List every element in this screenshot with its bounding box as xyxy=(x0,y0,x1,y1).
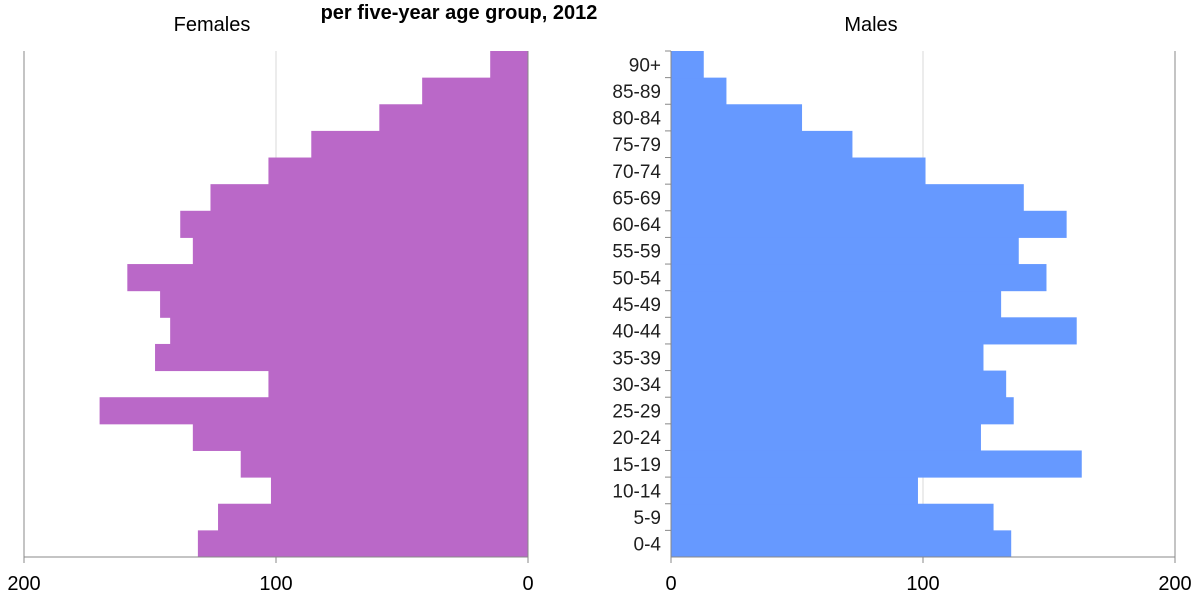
age-group-label: 65-69 xyxy=(612,188,661,209)
female-bar-20-24 xyxy=(192,423,528,451)
age-group-label: 25-29 xyxy=(612,402,661,423)
female-bar-55-59 xyxy=(192,237,528,265)
male-x-tick-label: 100 xyxy=(906,573,939,592)
age-group-label: 45-49 xyxy=(612,295,661,316)
male-bar-0-4 xyxy=(671,530,1012,558)
female-x-tick-label: 200 xyxy=(7,573,40,592)
female-bar-15-19 xyxy=(240,450,528,478)
age-group-label: 60-64 xyxy=(612,215,661,236)
age-group-label: 80-84 xyxy=(612,109,661,130)
females-panel-label: Females xyxy=(174,14,251,36)
male-bar-20-24 xyxy=(671,423,981,451)
male-bar-40-44 xyxy=(671,317,1077,345)
female-bar-10-14 xyxy=(270,477,528,505)
female-x-tick-label: 100 xyxy=(259,573,292,592)
male-bar-45-49 xyxy=(671,290,1002,318)
male-bar-65-69 xyxy=(671,184,1024,212)
age-group-label: 55-59 xyxy=(612,242,661,263)
male-bar-25-29 xyxy=(671,397,1014,425)
female-bar-25-29 xyxy=(99,397,528,425)
female-x-tick-label: 0 xyxy=(522,573,533,592)
age-group-label: 35-39 xyxy=(612,348,661,369)
age-group-label: 0-4 xyxy=(634,535,662,556)
age-group-label: 5-9 xyxy=(634,508,661,529)
female-bar-50-54 xyxy=(127,264,528,292)
age-group-label: 20-24 xyxy=(612,428,661,449)
female-bar-70-74 xyxy=(268,157,528,185)
female-bar-65-69 xyxy=(210,184,529,212)
age-group-label: 40-44 xyxy=(612,322,661,343)
age-group-label: 50-54 xyxy=(612,268,661,289)
male-bar-10-14 xyxy=(671,477,918,505)
male-bar-60-64 xyxy=(671,210,1067,238)
female-bar-85-89 xyxy=(422,77,528,105)
males-panel-label: Males xyxy=(844,14,897,36)
age-group-label: 30-34 xyxy=(612,375,661,396)
age-group-label: 10-14 xyxy=(612,481,661,502)
age-group-label: 15-19 xyxy=(612,455,661,476)
age-group-label: 85-89 xyxy=(612,82,661,103)
female-bar-40-44 xyxy=(170,317,528,345)
female-bar-35-39 xyxy=(155,343,529,372)
chart-title: per five-year age group, 2012 xyxy=(321,2,598,24)
male-bar-85-89 xyxy=(671,77,727,105)
male-x-tick-label: 200 xyxy=(1158,573,1191,592)
male-bar-70-74 xyxy=(671,157,926,185)
female-bar-80-84 xyxy=(379,104,528,132)
females-panel: 200 100 0 xyxy=(7,51,534,592)
female-bar-0-4 xyxy=(197,530,528,558)
male-bar-30-34 xyxy=(671,370,1007,398)
female-bar-30-34 xyxy=(268,370,528,398)
male-bar-50-54 xyxy=(671,264,1047,292)
male-x-tick-label: 0 xyxy=(665,573,676,592)
female-bar-60-64 xyxy=(180,210,529,238)
males-panel: 0 100 200 0-4 5-9 10-14 15-19 20-24 25-29 30-34 35… xyxy=(612,50,1192,592)
male-bar-35-39 xyxy=(671,343,984,372)
female-bar-45-49 xyxy=(160,290,528,318)
age-group-label: 90+ xyxy=(629,55,661,76)
female-bar-90+ xyxy=(490,51,528,79)
male-bar-90+ xyxy=(671,51,704,79)
age-group-label: 75-79 xyxy=(612,135,661,156)
female-bar-5-9 xyxy=(218,503,529,531)
male-bar-55-59 xyxy=(671,237,1019,265)
male-bar-5-9 xyxy=(671,503,994,531)
male-bar-15-19 xyxy=(671,450,1082,478)
male-bar-75-79 xyxy=(671,130,853,159)
age-group-label: 70-74 xyxy=(612,162,661,183)
female-bar-75-79 xyxy=(311,130,528,159)
male-bar-80-84 xyxy=(671,104,803,132)
